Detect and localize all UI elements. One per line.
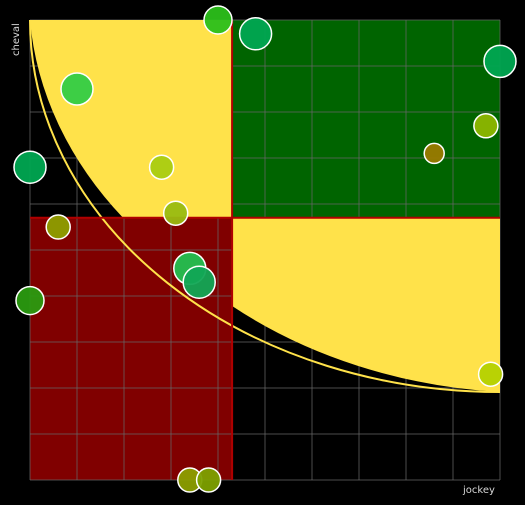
quadrant-layer: [30, 20, 500, 481]
boundary-curve: [29, 19, 501, 393]
data-point: [195, 467, 222, 493]
data-point: [203, 5, 233, 35]
data-point: [148, 154, 175, 180]
x-axis-label: jockey: [462, 485, 495, 496]
data-point: [182, 265, 216, 299]
data-point: [473, 113, 499, 139]
divider-layer: [30, 20, 500, 480]
data-point: [238, 17, 273, 51]
data-point: [45, 214, 71, 240]
highlight-zone-top-left: [30, 20, 233, 218]
data-point: [483, 44, 517, 79]
highlight-zone-right: [232, 217, 500, 392]
points-layer: [13, 5, 517, 493]
data-point: [423, 142, 445, 165]
data-point: [13, 150, 47, 184]
y-axis-label: cheval: [11, 23, 22, 56]
data-point: [60, 72, 94, 106]
data-point: [477, 361, 504, 387]
highlight-zone-layer: [29, 19, 501, 393]
data-point: [162, 200, 189, 226]
quadrant-top-right: [232, 20, 500, 218]
data-point: [15, 285, 45, 316]
